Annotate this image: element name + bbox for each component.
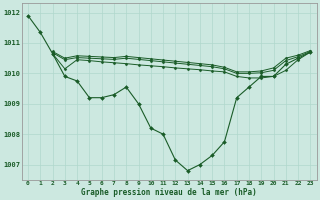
X-axis label: Graphe pression niveau de la mer (hPa): Graphe pression niveau de la mer (hPa) bbox=[81, 188, 257, 197]
